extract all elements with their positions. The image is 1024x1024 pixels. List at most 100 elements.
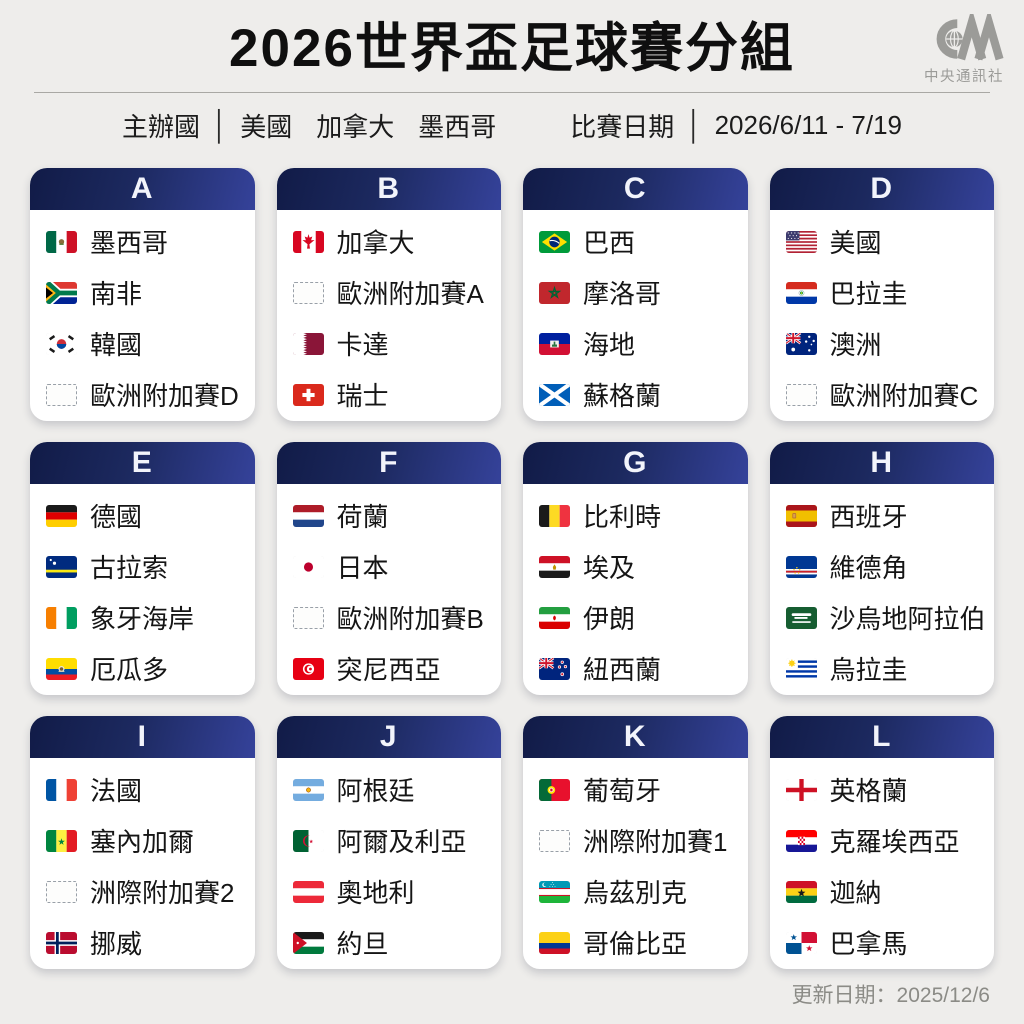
team-name: 哥倫比亞 <box>583 929 688 959</box>
team-name: 維德角 <box>829 553 908 583</box>
group-letter: D <box>870 172 894 205</box>
canada-flag-icon <box>292 230 324 253</box>
group-letter: I <box>137 720 147 753</box>
team-name: 比利時 <box>583 502 662 532</box>
team-row: 埃及 <box>539 541 748 592</box>
team-name: 約旦 <box>336 929 389 959</box>
team-name: 瑞士 <box>336 381 389 411</box>
cna-logo-text: 中央通訊社 <box>924 69 1004 85</box>
team-row: 阿根廷 <box>292 764 502 815</box>
team-row: 澳洲 <box>785 318 995 369</box>
date-value: 2026/6/11 - 7/19 <box>714 110 903 140</box>
portugal-flag-icon <box>539 778 570 801</box>
team-row: 摩洛哥 <box>539 267 748 318</box>
france-flag-icon <box>46 778 77 801</box>
team-row: 厄瓜多 <box>46 643 255 694</box>
team-row: 日本 <box>292 541 502 592</box>
team-name: 蘇格蘭 <box>583 381 662 411</box>
group-card-a: A 墨西哥 南非 韓國 歐洲附加賽D <box>30 168 255 421</box>
morocco-flag-icon <box>539 281 570 304</box>
team-row: 法國 <box>46 764 255 815</box>
team-row: 巴拿馬 <box>785 917 995 968</box>
team-row: 西班牙 <box>785 490 995 541</box>
update-date: 更新日期：2025/12/6 <box>791 984 990 1007</box>
team-name: 日本 <box>336 553 389 583</box>
australia-flag-icon <box>785 332 817 355</box>
host-country: 加拿大 <box>316 112 395 142</box>
group-header: H <box>769 442 994 484</box>
norway-flag-icon <box>46 931 77 954</box>
team-row: 墨西哥 <box>46 216 255 267</box>
south-korea-flag-icon <box>46 332 77 355</box>
team-row: 瑞士 <box>292 369 502 420</box>
team-row: 約旦 <box>292 917 502 968</box>
team-name: 西班牙 <box>829 502 908 532</box>
group-header: C <box>523 168 748 210</box>
ghana-flag-icon <box>785 880 817 903</box>
team-row: 塞內加爾 <box>46 815 255 866</box>
group-header: I <box>30 716 255 758</box>
team-row: 伊朗 <box>539 592 748 643</box>
group-letter: C <box>623 172 647 205</box>
team-row: 烏茲別克 <box>539 866 748 917</box>
team-name: 歐洲附加賽C <box>829 381 979 411</box>
team-name: 巴拉圭 <box>829 279 908 309</box>
team-row: 挪威 <box>46 917 255 968</box>
team-row: 洲際附加賽2 <box>46 866 255 917</box>
team-row: 比利時 <box>539 490 748 541</box>
group-letter: F <box>379 446 399 479</box>
page-title: 2026世界盃足球賽分組 <box>229 19 795 78</box>
curacao-flag-icon <box>46 555 77 578</box>
group-card-g: G 比利時 埃及 伊朗 紐西蘭 <box>523 442 748 695</box>
team-name: 歐洲附加賽A <box>336 279 484 309</box>
qatar-flag-icon <box>292 332 324 355</box>
team-name: 塞內加爾 <box>90 827 195 857</box>
group-card-i: I 法國塞內加爾洲際附加賽2 挪威 <box>30 716 255 969</box>
hosts-info: 主辦國 │ 美國 加拿大 墨西哥 <box>122 107 496 144</box>
group-letter: K <box>623 720 647 753</box>
senegal-flag-icon <box>46 829 77 852</box>
uzbekistan-flag-icon <box>539 880 570 903</box>
germany-flag-icon <box>46 504 77 527</box>
japan-flag-icon <box>292 555 324 578</box>
group-header: K <box>523 716 748 758</box>
team-row: 英格蘭 <box>785 764 995 815</box>
team-row: 奧地利 <box>292 866 502 917</box>
team-name: 葡萄牙 <box>583 776 662 806</box>
host-country: 墨西哥 <box>418 112 497 142</box>
group-letter: E <box>131 446 153 479</box>
team-row: 歐洲附加賽A <box>292 267 502 318</box>
group-header: G <box>523 442 748 484</box>
team-row: 烏拉圭 <box>785 643 995 694</box>
scotland-flag-icon <box>539 383 570 406</box>
uruguay-flag-icon <box>785 657 817 680</box>
cna-logo-icon <box>936 14 1004 61</box>
group-header: J <box>276 716 501 758</box>
croatia-flag-icon <box>785 829 817 852</box>
team-name: 韓國 <box>90 330 143 360</box>
team-name: 洲際附加賽2 <box>90 878 235 908</box>
separator-bar: │ <box>686 108 703 142</box>
team-name: 阿根廷 <box>336 776 415 806</box>
cna-logo: 中央通訊社 <box>916 14 1012 86</box>
team-row: 突尼西亞 <box>292 643 502 694</box>
team-name: 埃及 <box>583 553 636 583</box>
group-card-h: H 西班牙 維德角 沙烏地阿拉伯 烏拉圭 <box>769 442 995 695</box>
header: 2026世界盃足球賽分組 中央通訊社 <box>0 0 1024 93</box>
team-name: 迦納 <box>829 878 882 908</box>
team-row: 荷蘭 <box>292 490 502 541</box>
group-letter: B <box>377 172 401 205</box>
team-row: 古拉索 <box>46 541 255 592</box>
group-letter: A <box>130 172 154 205</box>
date-info: 比賽日期 │ 2026/6/11 - 7/19 <box>570 107 902 144</box>
haiti-flag-icon <box>539 332 570 355</box>
date-label: 比賽日期 <box>570 112 675 142</box>
south-africa-flag-icon <box>46 281 77 304</box>
mexico-flag-icon <box>46 230 77 253</box>
team-row: 巴西 <box>539 216 748 267</box>
group-card-d: D 美國 巴拉圭 澳洲 歐洲附加賽C <box>769 168 995 421</box>
new-zealand-flag-icon <box>539 657 570 680</box>
team-row: 洲際附加賽1 <box>539 815 748 866</box>
group-card-l: L 英格蘭 克羅埃西亞 迦納 巴拿馬 <box>769 716 995 969</box>
